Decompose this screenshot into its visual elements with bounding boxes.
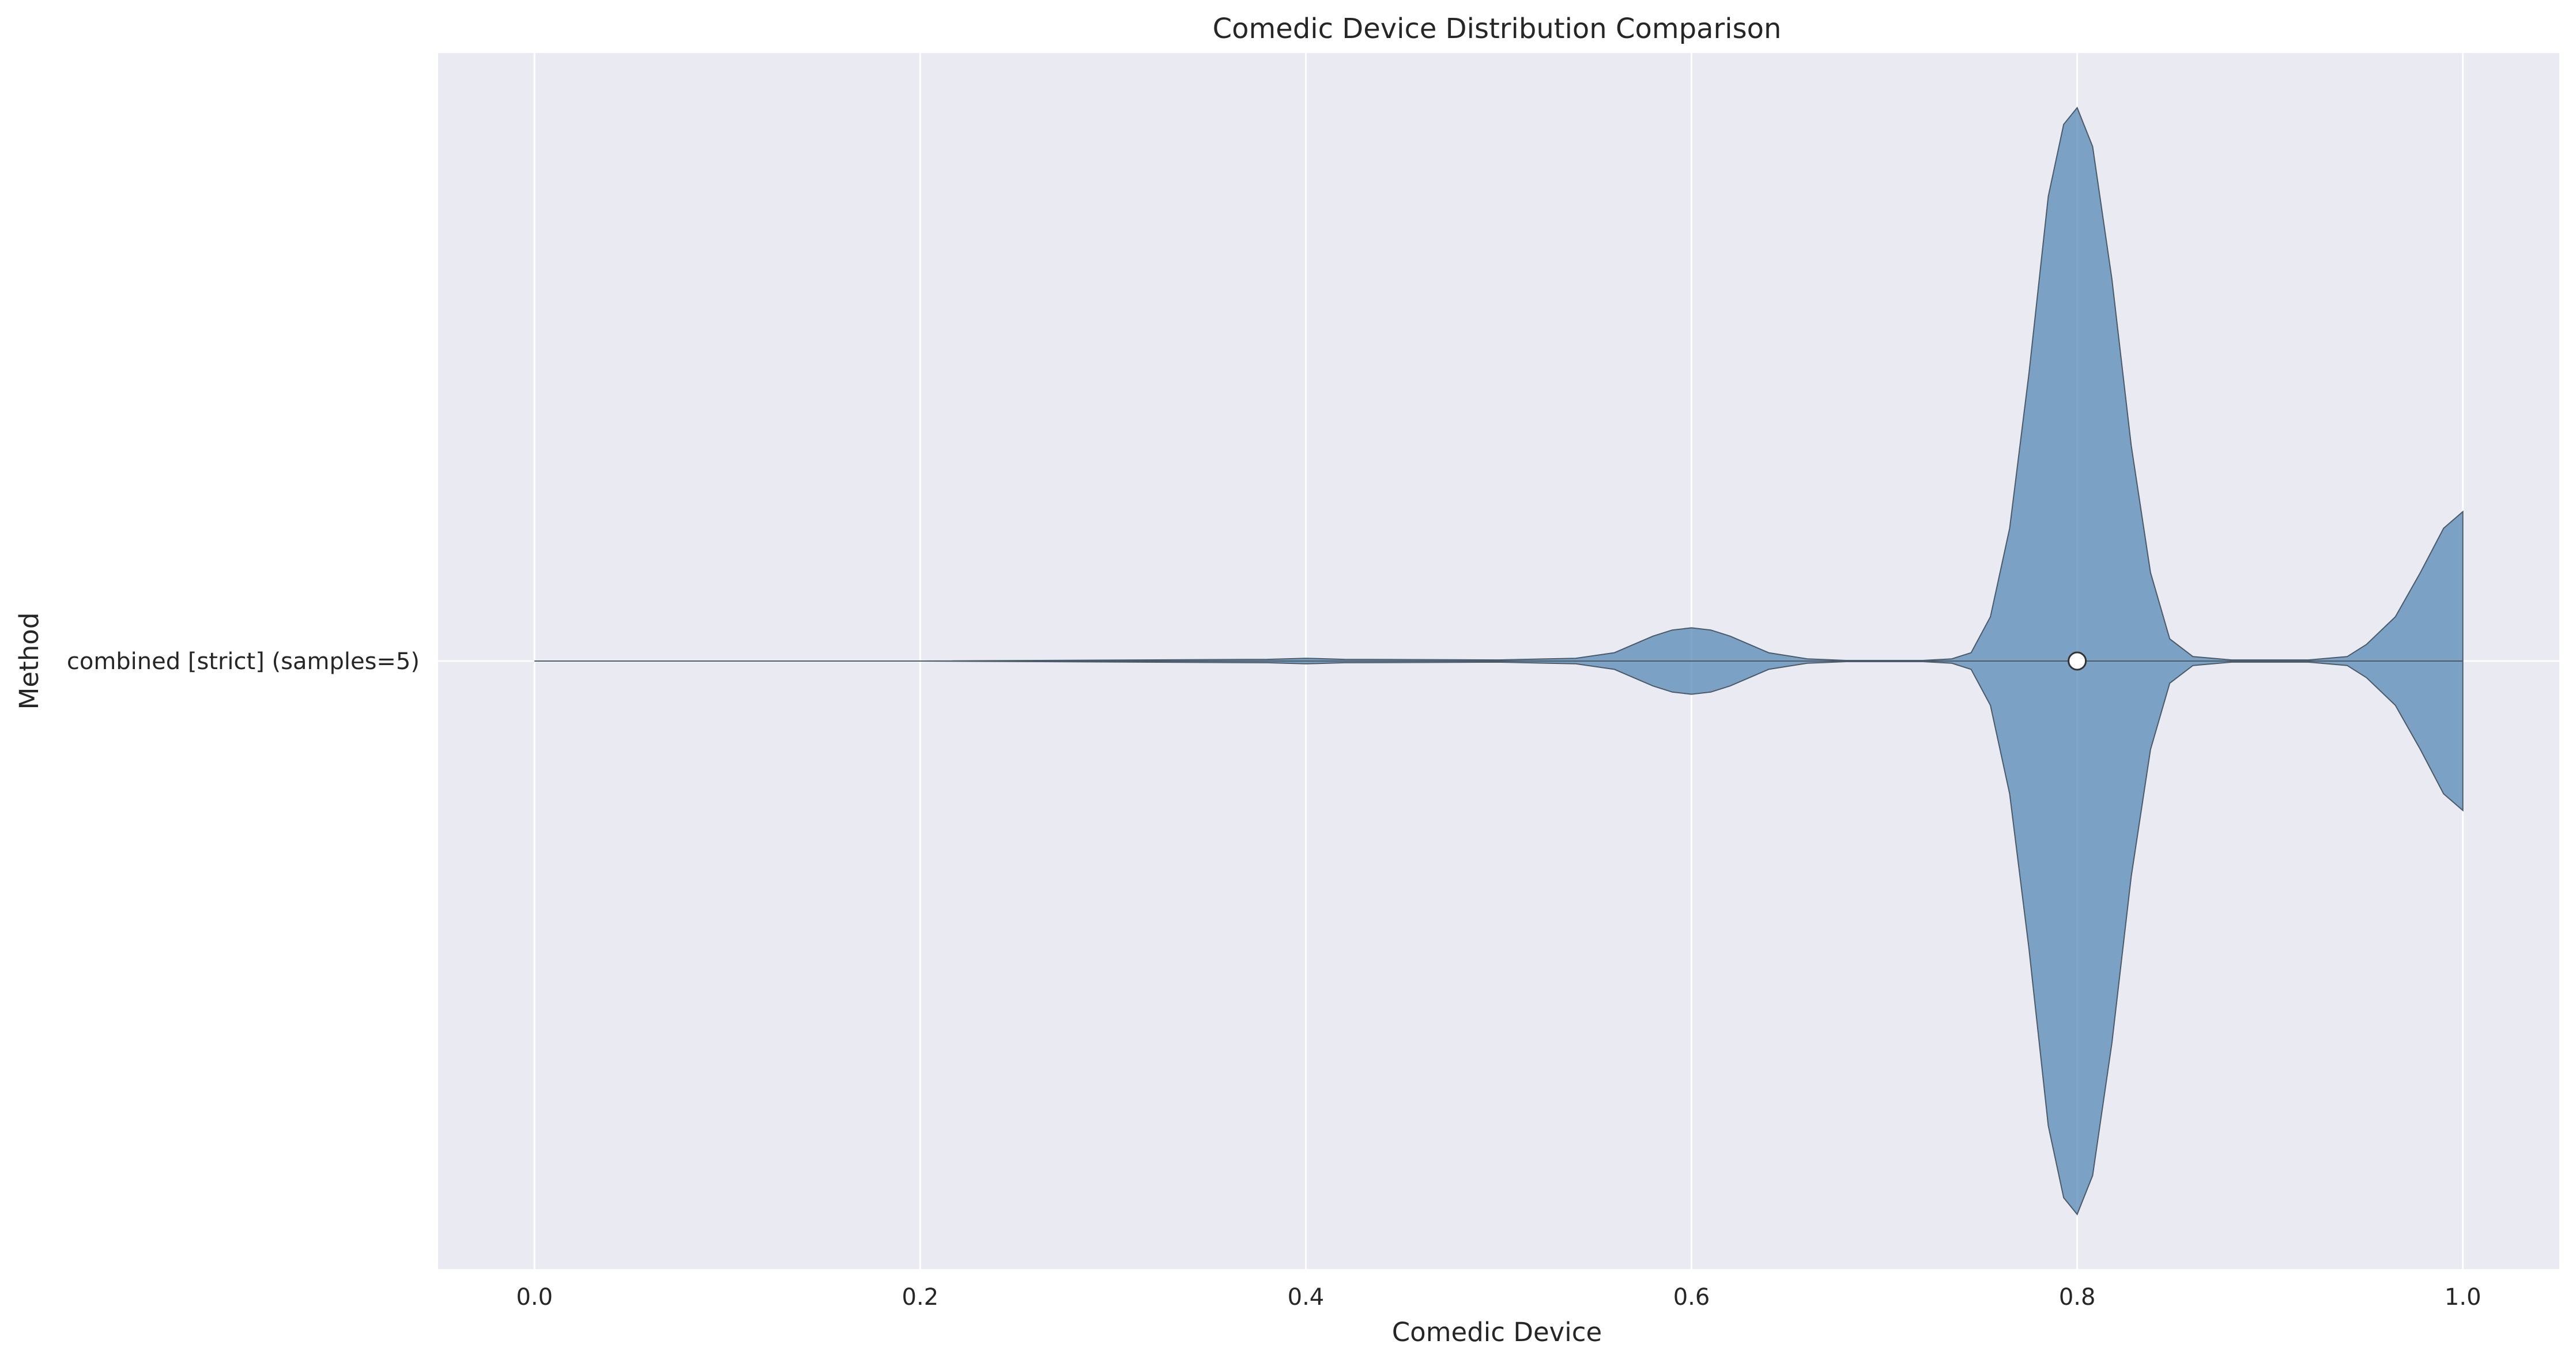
y-tick-labels: combined [strict] (samples=5) [67,648,420,675]
x-axis-label: Comedic Device [1392,1317,1602,1347]
chart-title: Comedic Device Distribution Comparison [1213,13,1782,45]
violin-layer [534,107,2464,1215]
x-tick-label: 0.0 [516,1284,553,1311]
x-tick-label: 0.6 [1673,1284,1710,1311]
x-tick-labels: 0.0 0.2 0.4 0.6 0.8 1.0 [516,1284,2481,1311]
y-tick-label: combined [strict] (samples=5) [67,648,420,675]
x-tick-label: 0.8 [2059,1284,2096,1311]
median-marker [2068,651,2087,671]
x-tick-label: 0.4 [1288,1284,1325,1311]
x-tick-label: 0.2 [902,1284,939,1311]
y-axis-label: Method [14,613,44,710]
x-tick-label: 1.0 [2445,1284,2481,1311]
